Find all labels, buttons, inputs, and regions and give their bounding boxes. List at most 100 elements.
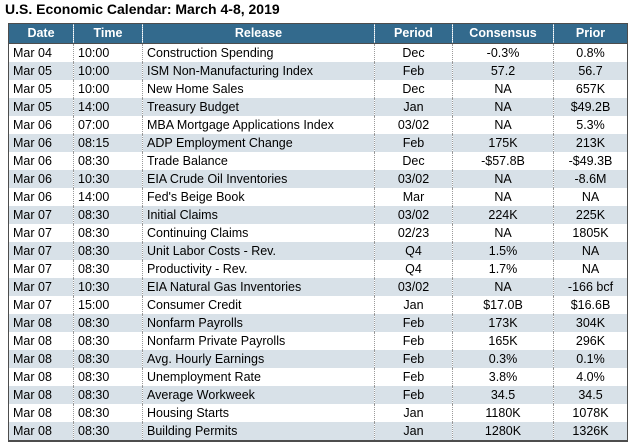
cell-consensus: 1.7% [452, 260, 554, 278]
cell-release: Unit Labor Costs - Rev. [142, 242, 375, 260]
cell-date: Mar 08 [8, 386, 74, 404]
table-row: Mar 05 10:00 ISM Non-Manufacturing Index Fe… [8, 62, 628, 80]
cell-period: Feb [374, 134, 453, 152]
cell-release: Nonfarm Private Payrolls [142, 332, 375, 350]
cell-date: Mar 05 [8, 98, 74, 116]
cell-prior: NA [553, 188, 628, 206]
cell-time: 08:30 [73, 242, 143, 260]
cell-period: 03/02 [374, 170, 453, 188]
cell-period: Q4 [374, 242, 453, 260]
cell-consensus: NA [452, 98, 554, 116]
cell-prior: 4.0% [553, 368, 628, 386]
cell-period: 03/02 [374, 206, 453, 224]
cell-prior: 56.7 [553, 62, 628, 80]
table-row: Mar 08 08:30 Nonfarm Payrolls Feb 173K 304K [8, 314, 628, 332]
cell-time: 08:30 [73, 224, 143, 242]
table-row: Mar 06 08:15 ADP Employment Change Feb 175K 2… [8, 134, 628, 152]
cell-date: Mar 08 [8, 350, 74, 368]
cell-release: Trade Balance [142, 152, 375, 170]
cell-period: Feb [374, 314, 453, 332]
cell-date: Mar 07 [8, 206, 74, 224]
cell-prior: $16.6B [553, 296, 628, 314]
cell-consensus: -0.3% [452, 43, 554, 62]
cell-time: 15:00 [73, 296, 143, 314]
cell-prior: 0.8% [553, 43, 628, 62]
cell-time: 10:30 [73, 170, 143, 188]
cell-date: Mar 08 [8, 368, 74, 386]
cell-period: Q4 [374, 260, 453, 278]
cell-time: 08:30 [73, 404, 143, 422]
cell-prior: 296K [553, 332, 628, 350]
cell-release: EIA Natural Gas Inventories [142, 278, 375, 296]
table-header-row: Date Time Release Period Consensus Prior [8, 23, 628, 44]
table-row: Mar 07 08:30 Unit Labor Costs - Rev. Q4 1.5%… [8, 242, 628, 260]
cell-release: New Home Sales [142, 80, 375, 98]
economic-calendar-table: Date Time Release Period Consensus Prior… [8, 23, 628, 442]
table-row: Mar 08 08:30 Avg. Hourly Earnings Feb 0.3% 0.… [8, 350, 628, 368]
cell-time: 08:30 [73, 350, 143, 368]
table-row: Mar 06 07:00 MBA Mortgage Applications Ind… [8, 116, 628, 134]
cell-consensus: 1.5% [452, 242, 554, 260]
table-row: Mar 06 14:00 Fed's Beige Book Mar NA NA [8, 188, 628, 206]
column-header-period: Period [374, 23, 453, 44]
cell-time: 10:30 [73, 278, 143, 296]
table-body: Mar 04 10:00 Construction Spending Dec -0.3%… [8, 43, 628, 441]
cell-period: Feb [374, 368, 453, 386]
cell-prior: 225K [553, 206, 628, 224]
cell-time: 08:15 [73, 134, 143, 152]
cell-date: Mar 06 [8, 116, 74, 134]
cell-date: Mar 06 [8, 188, 74, 206]
table-row: Mar 05 10:00 New Home Sales Dec NA 657K [8, 80, 628, 98]
cell-period: Feb [374, 332, 453, 350]
table-header: Date Time Release Period Consensus Prior [8, 23, 628, 44]
cell-date: Mar 07 [8, 278, 74, 296]
cell-time: 08:30 [73, 332, 143, 350]
cell-release: MBA Mortgage Applications Index [142, 116, 375, 134]
table-row: Mar 08 08:30 Building Permits Jan 1280K 1326K [8, 422, 628, 441]
table-row: Mar 08 08:30 Housing Starts Jan 1180K 1078K [8, 404, 628, 422]
cell-consensus: NA [452, 188, 554, 206]
cell-period: 03/02 [374, 278, 453, 296]
cell-consensus: NA [452, 224, 554, 242]
column-header-date: Date [8, 23, 74, 44]
column-header-time: Time [73, 23, 143, 44]
table-row: Mar 07 08:30 Continuing Claims 02/23 NA 1805K [8, 224, 628, 242]
cell-time: 08:30 [73, 206, 143, 224]
cell-time: 14:00 [73, 98, 143, 116]
cell-release: Avg. Hourly Earnings [142, 350, 375, 368]
cell-release: Continuing Claims [142, 224, 375, 242]
table-row: Mar 08 08:30 Nonfarm Private Payrolls Feb 16… [8, 332, 628, 350]
cell-consensus: 57.2 [452, 62, 554, 80]
cell-release: Initial Claims [142, 206, 375, 224]
cell-consensus: NA [452, 278, 554, 296]
cell-consensus: $17.0B [452, 296, 554, 314]
cell-date: Mar 08 [8, 404, 74, 422]
cell-date: Mar 08 [8, 422, 74, 441]
table-row: Mar 08 08:30 Unemployment Rate Feb 3.8% 4.0% [8, 368, 628, 386]
cell-prior: -166 bcf [553, 278, 628, 296]
cell-period: Dec [374, 152, 453, 170]
cell-consensus: 1180K [452, 404, 554, 422]
cell-date: Mar 08 [8, 314, 74, 332]
cell-prior: 0.1% [553, 350, 628, 368]
cell-prior: 34.5 [553, 386, 628, 404]
table-row: Mar 07 15:00 Consumer Credit Jan $17.0B $16.6… [8, 296, 628, 314]
cell-consensus: 0.3% [452, 350, 554, 368]
cell-release: EIA Crude Oil Inventories [142, 170, 375, 188]
cell-prior: 304K [553, 314, 628, 332]
column-header-prior: Prior [553, 23, 628, 44]
cell-release: Average Workweek [142, 386, 375, 404]
cell-period: Feb [374, 62, 453, 80]
cell-consensus: 165K [452, 332, 554, 350]
table-row: Mar 05 14:00 Treasury Budget Jan NA $49.2B [8, 98, 628, 116]
cell-prior: -8.6M [553, 170, 628, 188]
cell-period: Jan [374, 422, 453, 441]
column-header-release: Release [142, 23, 375, 44]
table-row: Mar 06 10:30 EIA Crude Oil Inventories 03/0… [8, 170, 628, 188]
cell-release: ISM Non-Manufacturing Index [142, 62, 375, 80]
cell-date: Mar 06 [8, 152, 74, 170]
table-row: Mar 04 10:00 Construction Spending Dec -0.3%… [8, 43, 628, 62]
cell-period: Dec [374, 80, 453, 98]
cell-release: Fed's Beige Book [142, 188, 375, 206]
